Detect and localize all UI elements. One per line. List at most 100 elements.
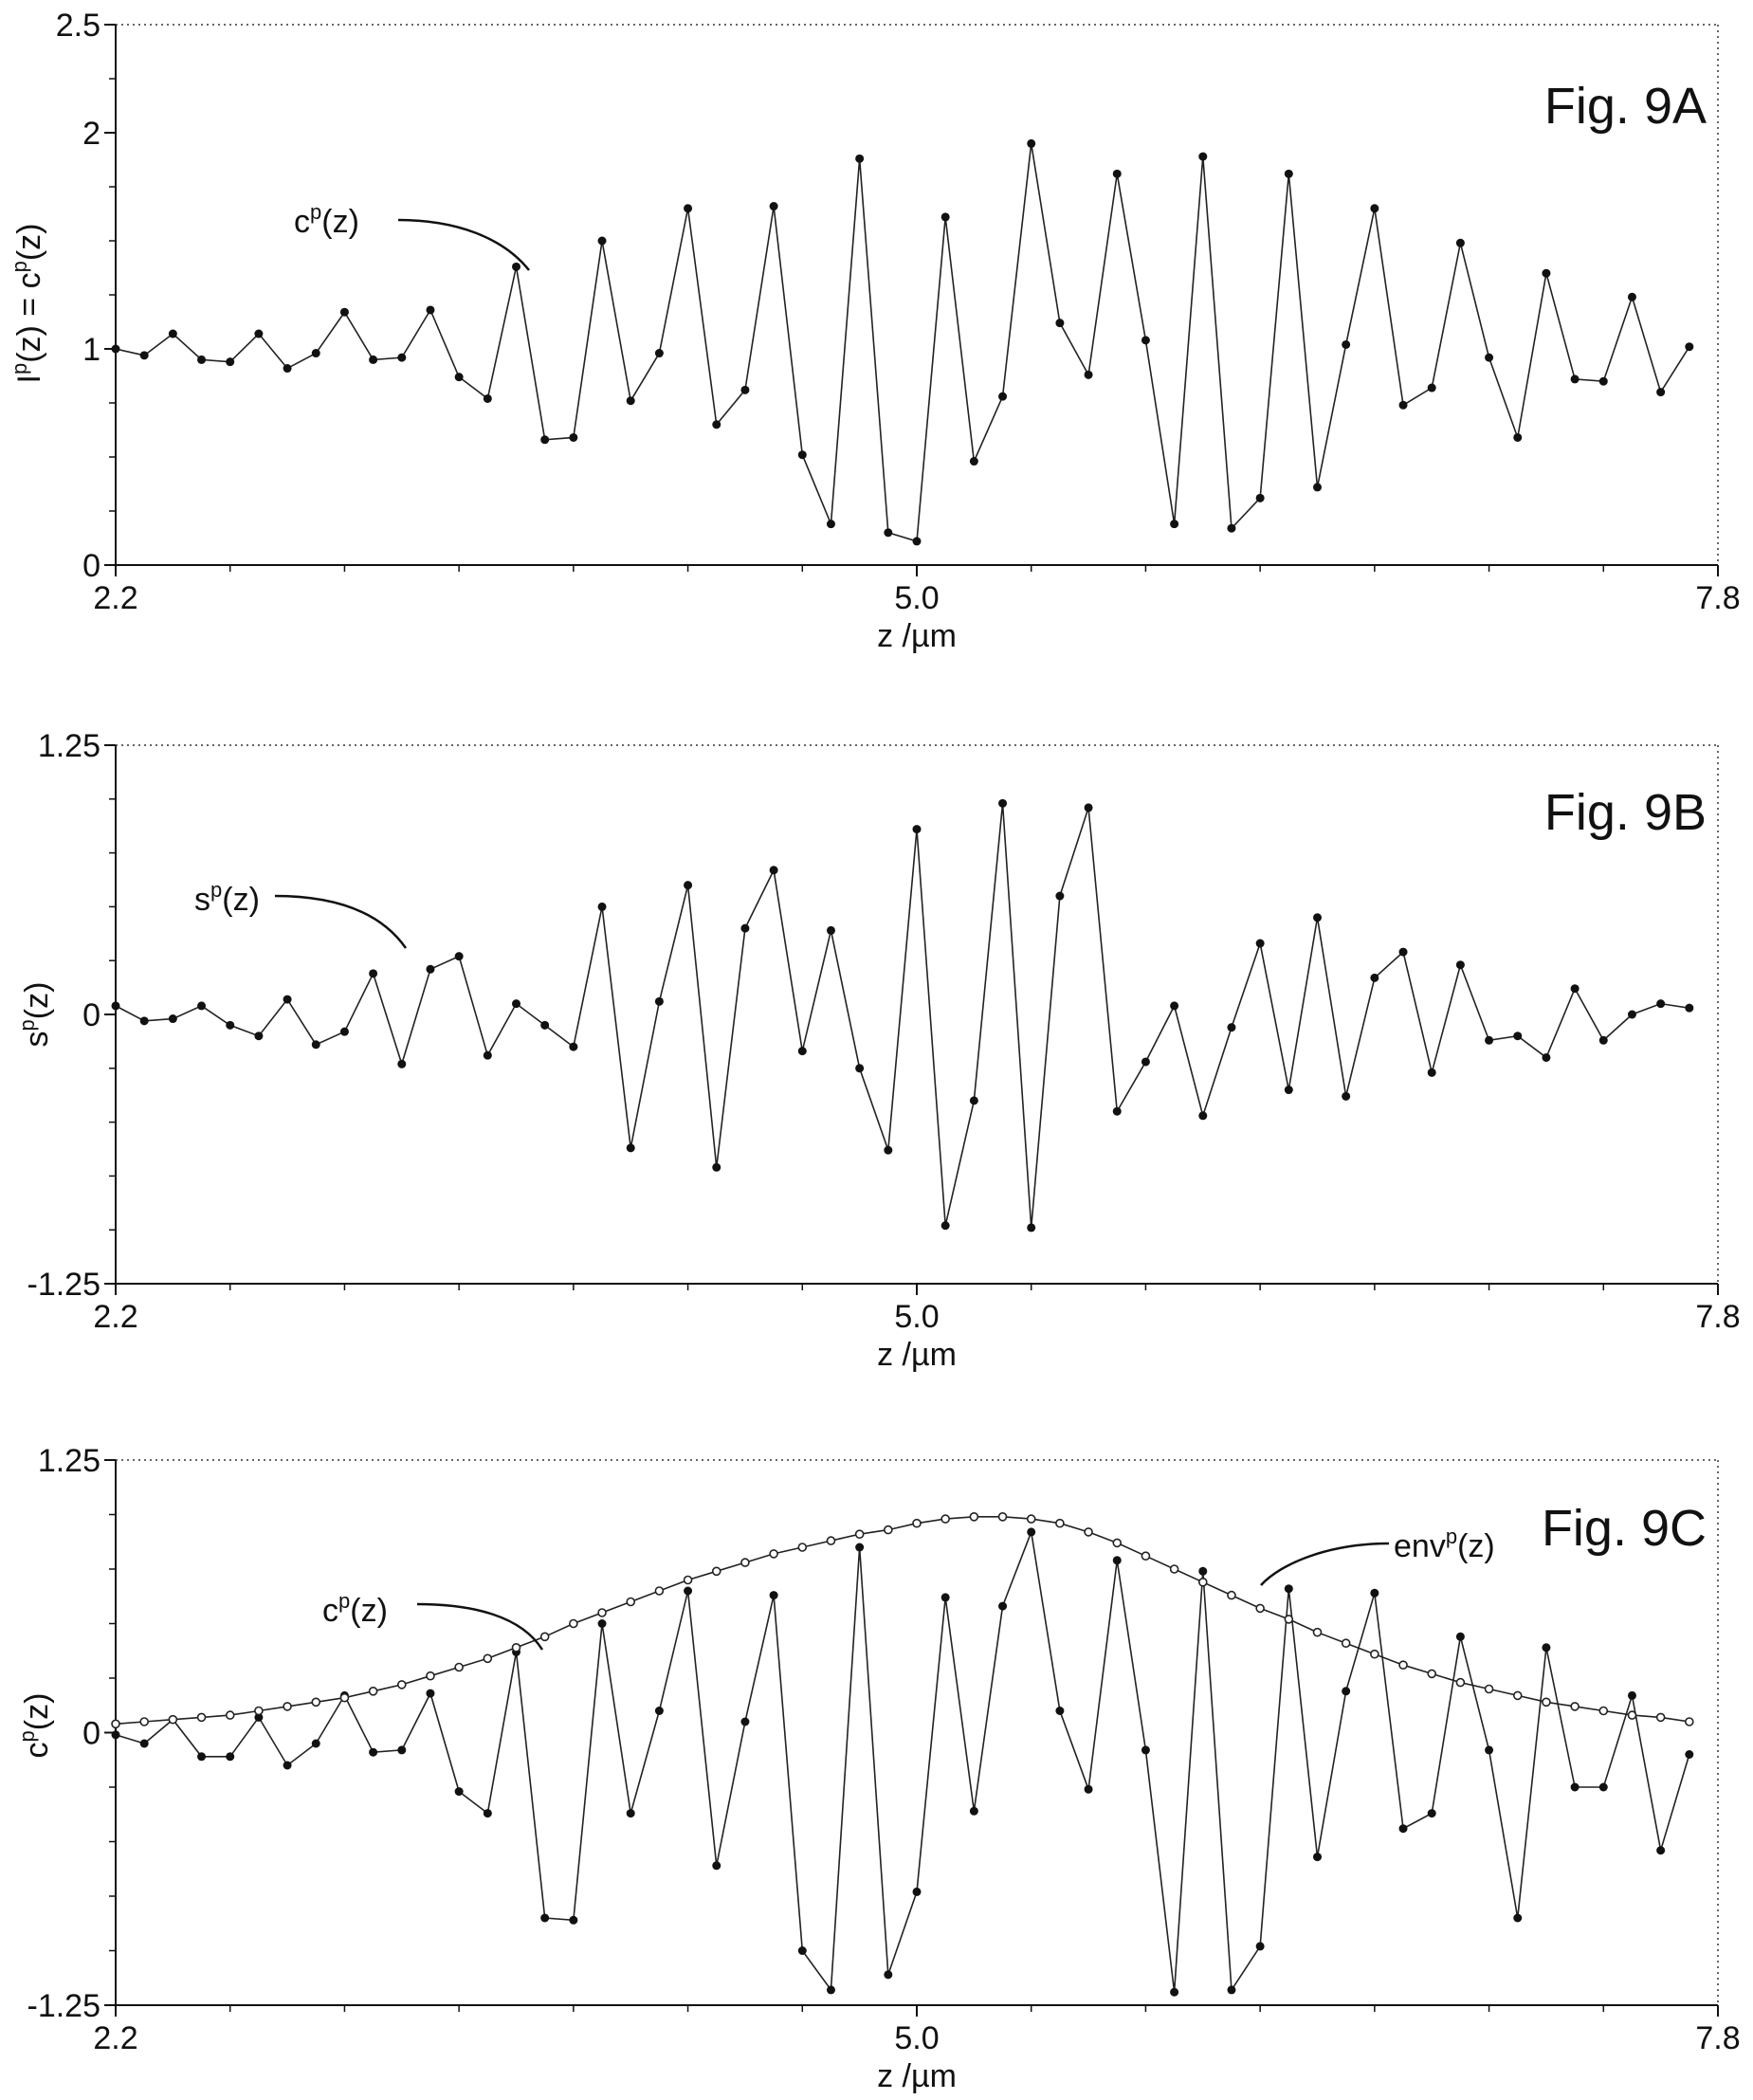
data-point-open — [683, 1575, 693, 1585]
data-point — [1342, 1091, 1351, 1101]
data-point — [626, 396, 635, 406]
data-point — [1513, 1032, 1523, 1041]
data-point — [1370, 973, 1379, 982]
data-point — [512, 999, 520, 1009]
data-point — [311, 1739, 320, 1748]
data-point — [569, 432, 578, 442]
data-point — [969, 1096, 978, 1105]
data-point — [311, 1040, 320, 1050]
data-point — [226, 1752, 235, 1762]
data-point — [197, 355, 207, 364]
data-point — [254, 1712, 264, 1722]
data-point — [797, 450, 807, 460]
data-point — [426, 964, 435, 974]
data-point — [369, 355, 378, 364]
data-point — [1656, 388, 1666, 397]
data-point — [1255, 1942, 1265, 1951]
data-point — [1542, 1052, 1551, 1062]
data-point — [1627, 292, 1636, 301]
data-point — [1170, 520, 1179, 529]
data-point — [654, 349, 664, 358]
annotation-leader — [1260, 1542, 1390, 1586]
series-line-1 — [115, 1528, 1690, 1993]
data-point — [1284, 169, 1293, 178]
data-point-open — [1255, 1603, 1265, 1614]
data-point — [1313, 1853, 1322, 1862]
figure-label: Fig. 9A — [1544, 78, 1707, 135]
data-point-open — [168, 1714, 178, 1725]
data-point-open — [426, 1671, 435, 1681]
data-point-open — [654, 1586, 665, 1596]
data-point-open — [884, 1525, 893, 1535]
data-point-open — [1284, 1615, 1294, 1624]
data-point-open — [1197, 1578, 1208, 1587]
data-point-open — [1341, 1638, 1351, 1648]
x-tick-label: 7.8 — [1695, 1299, 1740, 1335]
data-point — [1284, 1086, 1293, 1095]
data-point — [1084, 370, 1093, 379]
data-point — [540, 435, 550, 445]
data-point-open — [1427, 1669, 1437, 1679]
data-point — [139, 351, 149, 360]
data-point — [626, 1809, 635, 1818]
data-point — [1427, 1068, 1436, 1077]
data-point — [1427, 1809, 1436, 1818]
data-point — [1112, 1106, 1122, 1116]
x-tick-label: 7.8 — [1695, 580, 1740, 616]
data-point-open — [797, 1543, 808, 1552]
data-point — [483, 393, 492, 403]
y-tick-label: -1.25 — [27, 1988, 101, 2024]
data-point — [1685, 342, 1694, 352]
data-point — [684, 881, 693, 890]
data-point — [1227, 1985, 1236, 1995]
data-point — [512, 262, 520, 271]
data-point — [1284, 1584, 1293, 1594]
data-point — [1570, 984, 1580, 994]
data-point — [912, 537, 922, 546]
x-tick-label: 7.8 — [1695, 2020, 1740, 2056]
data-point — [1141, 1745, 1150, 1755]
data-point — [569, 1042, 578, 1051]
data-point — [197, 1001, 207, 1011]
data-point — [254, 329, 264, 338]
figure-label: Fig. 9B — [1544, 784, 1707, 841]
data-point-open — [1455, 1677, 1466, 1688]
data-point — [483, 1809, 492, 1818]
data-point — [111, 1730, 120, 1740]
data-point — [1370, 204, 1379, 213]
annotation-label: sp(z) — [194, 878, 260, 918]
data-point — [426, 1689, 435, 1698]
data-point-open — [311, 1697, 321, 1707]
data-point-open — [769, 1549, 778, 1559]
data-point — [339, 1027, 349, 1036]
data-point — [884, 1145, 893, 1155]
data-point — [912, 1887, 922, 1896]
data-point — [797, 1047, 807, 1056]
data-point — [1027, 138, 1036, 148]
data-point — [1198, 1111, 1208, 1121]
data-point-open — [454, 1662, 464, 1672]
data-point-open — [1112, 1538, 1123, 1548]
data-point — [1427, 383, 1436, 393]
data-point — [712, 420, 721, 429]
data-point-open — [569, 1618, 578, 1629]
data-point — [940, 1221, 950, 1231]
data-point — [1370, 1588, 1379, 1598]
data-point — [597, 236, 607, 246]
data-point — [283, 364, 292, 374]
data-point-open — [826, 1536, 836, 1545]
data-point-open — [396, 1680, 407, 1689]
data-point-open — [1169, 1564, 1179, 1574]
data-point — [884, 528, 893, 538]
data-point — [1398, 400, 1408, 410]
data-point — [540, 1913, 550, 1923]
data-point-open — [711, 1566, 721, 1577]
data-point-open — [969, 1512, 979, 1522]
data-point-open — [740, 1558, 750, 1567]
data-point — [1598, 376, 1608, 386]
y-tick-label: 2 — [82, 116, 100, 152]
annotation-leader — [416, 1602, 544, 1651]
data-point-open — [225, 1710, 235, 1720]
data-point — [1542, 268, 1551, 278]
data-point — [912, 825, 922, 834]
